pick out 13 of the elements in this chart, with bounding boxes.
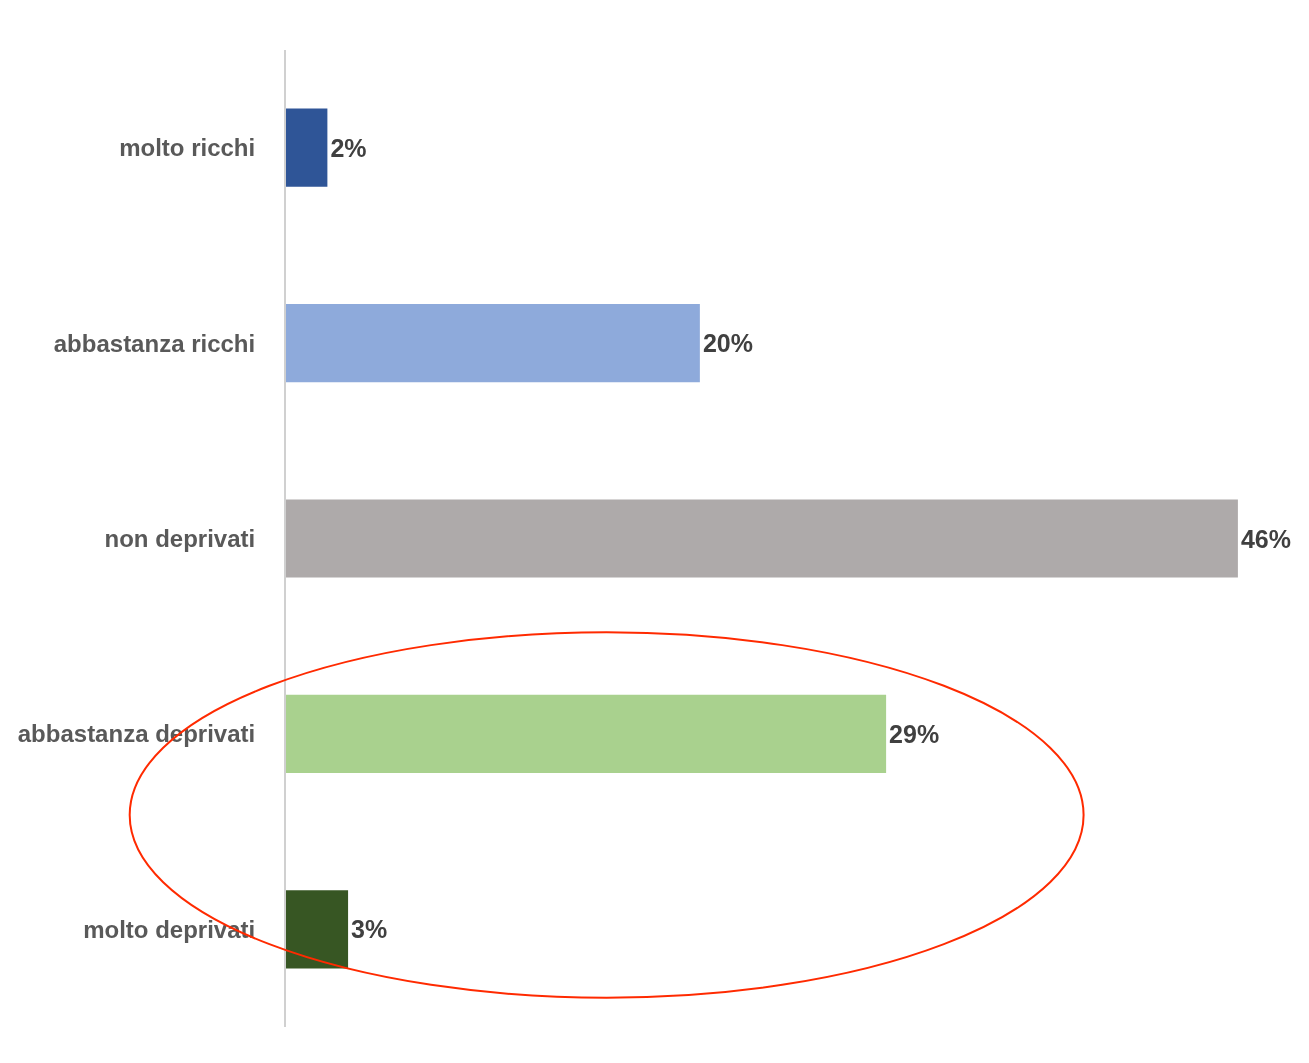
bar xyxy=(286,304,700,383)
bar xyxy=(286,890,349,969)
data-label: 2% xyxy=(330,133,367,162)
data-label: 29% xyxy=(889,719,940,748)
y-tick-label: non deprivati xyxy=(104,524,256,552)
y-tick-label: molto ricchi xyxy=(119,134,256,162)
y-tick-label: abbastanza ricchi xyxy=(53,329,256,357)
data-label: 20% xyxy=(702,329,753,358)
data-label: 46% xyxy=(1240,524,1291,553)
bar xyxy=(286,108,328,187)
bar xyxy=(286,499,1238,578)
bar xyxy=(286,694,887,773)
data-label: 3% xyxy=(351,915,388,944)
